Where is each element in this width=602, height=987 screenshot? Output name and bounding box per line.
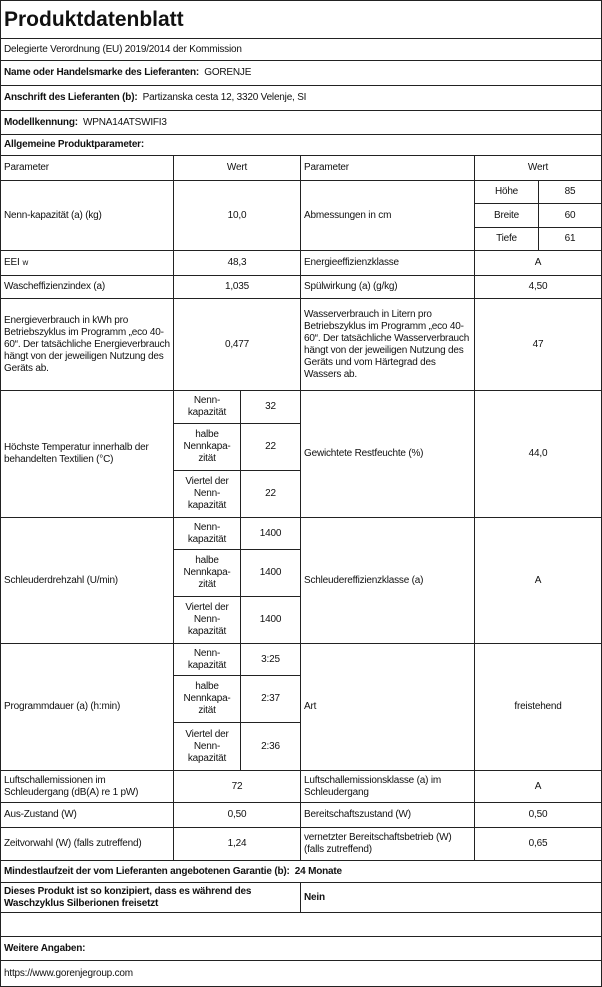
noise-label: Luftschallemissionen im Schleudergang (d… — [0, 770, 174, 803]
model-value: WPNA14ATSWIFI3 — [83, 116, 167, 128]
supplier-value: GORENJE — [204, 67, 252, 78]
noise-class-label: Luftschallemissionsklasse (a) im Schleud… — [300, 770, 475, 803]
spin-class-value: A — [474, 517, 602, 644]
noise-value: 72 — [173, 770, 301, 803]
water-label: Wasserverbrauch in Litern pro Betriebszy… — [300, 298, 475, 391]
subtitle: Delegierte Verordnung (EU) 2019/2014 der… — [0, 38, 602, 61]
supplier-row: Name oder Handelsmarke des Lieferanten: … — [0, 60, 602, 86]
load-full: Nenn-kapazität — [173, 390, 241, 424]
water-value: 47 — [474, 298, 602, 391]
temp-full: 32 — [240, 390, 301, 424]
delay-value: 1,24 — [173, 827, 301, 861]
eei-label: EEI w — [0, 250, 174, 276]
duration-full: 3:25 — [240, 643, 301, 676]
energy-value: 0,477 — [173, 298, 301, 391]
header-param-2: Parameter — [300, 155, 475, 181]
moisture-label: Gewichtete Restfeuchte (%) — [300, 390, 475, 518]
standby-label: Bereitschaftszustand (W) — [300, 802, 475, 828]
type-value: freistehend — [474, 643, 602, 771]
address-value: Partizanska cesta 12, 3320 Velenje, SI — [142, 92, 307, 103]
page-title: Produktdatenblatt — [0, 0, 602, 39]
empty-row — [0, 912, 602, 937]
noise-class-value: A — [474, 770, 602, 803]
duration-half: 2:37 — [240, 675, 301, 723]
model-label: Modellkennung: — [4, 116, 78, 128]
dimensions-label: Abmessungen in cm — [300, 180, 475, 251]
duration-label: Programmdauer (a) (h:min) — [0, 643, 174, 771]
wash-index-value: 1,035 — [173, 275, 301, 299]
width-label: Breite — [474, 203, 539, 228]
load-half: halbe Nennkapa-zität — [173, 675, 241, 723]
depth-value: 61 — [538, 227, 602, 251]
header-value-2: Wert — [474, 155, 602, 181]
duration-quarter: 2:36 — [240, 722, 301, 771]
off-label: Aus-Zustand (W) — [0, 802, 174, 828]
silver-value: Nein — [300, 882, 602, 913]
address-label: Anschrift des Lieferanten (b): — [4, 92, 138, 103]
height-value: 85 — [538, 180, 602, 204]
header-param: Parameter — [0, 155, 174, 181]
load-quarter: Viertel der Nenn-kapazität — [173, 596, 241, 644]
temp-label: Höchste Temperatur innerhalb der behande… — [0, 390, 174, 518]
standby-value: 0,50 — [474, 802, 602, 828]
eei-subscript: w — [22, 258, 29, 267]
spin-full: 1400 — [240, 517, 301, 550]
depth-label: Tiefe — [474, 227, 539, 251]
eei-value: 48,3 — [173, 250, 301, 276]
network-label: vernetzter Bereitschaftsbetrieb (W) (fal… — [300, 827, 475, 861]
supplier-label: Name oder Handelsmarke des Lieferanten: — [4, 67, 200, 78]
load-half: halbe Nennkapa-zität — [173, 549, 241, 597]
load-quarter: Viertel der Nenn-kapazität — [173, 470, 241, 518]
load-full: Nenn-kapazität — [173, 517, 241, 550]
energy-class-label: Energieeffizienzklasse — [300, 250, 475, 276]
rinse-label: Spülwirkung (a) (g/kg) — [300, 275, 475, 299]
model-row: Modellkennung: WPNA14ATSWIFI3 — [0, 110, 602, 135]
load-half: halbe Nennkapa-zität — [173, 423, 241, 471]
header-value: Wert — [173, 155, 301, 181]
type-label: Art — [300, 643, 475, 771]
spin-label: Schleuderdrehzahl (U/min) — [0, 517, 174, 644]
capacity-label: Nenn-kapazität (a) (kg) — [0, 180, 174, 251]
website-link[interactable]: https://www.gorenjegroup.com — [0, 960, 602, 987]
temp-half: 22 — [240, 423, 301, 471]
rinse-value: 4,50 — [474, 275, 602, 299]
warranty-row: Mindestlaufzeit der vom Lieferanten ange… — [0, 860, 602, 883]
energy-label: Energieverbrauch in kWh pro Betriebszykl… — [0, 298, 174, 391]
address-row: Anschrift des Lieferanten (b): Partizans… — [0, 85, 602, 111]
spin-quarter: 1400 — [240, 596, 301, 644]
width-value: 60 — [538, 203, 602, 228]
general-heading: Allgemeine Produktparameter: — [0, 134, 602, 156]
warranty-value: 24 Monate — [294, 865, 342, 877]
load-full: Nenn-kapazität — [173, 643, 241, 676]
spin-class-label: Schleudereffizienzklasse (a) — [300, 517, 475, 644]
further-info-heading: Weitere Angaben: — [0, 936, 602, 961]
temp-quarter: 22 — [240, 470, 301, 518]
warranty-label: Mindestlaufzeit der vom Lieferanten ange… — [4, 865, 290, 877]
load-quarter: Viertel der Nenn-kapazität — [173, 722, 241, 771]
silver-label: Dieses Produkt ist so konzipiert, dass e… — [0, 882, 301, 913]
delay-label: Zeitvorwahl (W) (falls zutreffend) — [0, 827, 174, 861]
spin-half: 1400 — [240, 549, 301, 597]
eei-text: EEI — [4, 257, 20, 268]
capacity-value: 10,0 — [173, 180, 301, 251]
off-value: 0,50 — [173, 802, 301, 828]
height-label: Höhe — [474, 180, 539, 204]
energy-class-value: A — [474, 250, 602, 276]
wash-index-label: Wascheffizienzindex (a) — [0, 275, 174, 299]
network-value: 0,65 — [474, 827, 602, 861]
moisture-value: 44,0 — [474, 390, 602, 518]
